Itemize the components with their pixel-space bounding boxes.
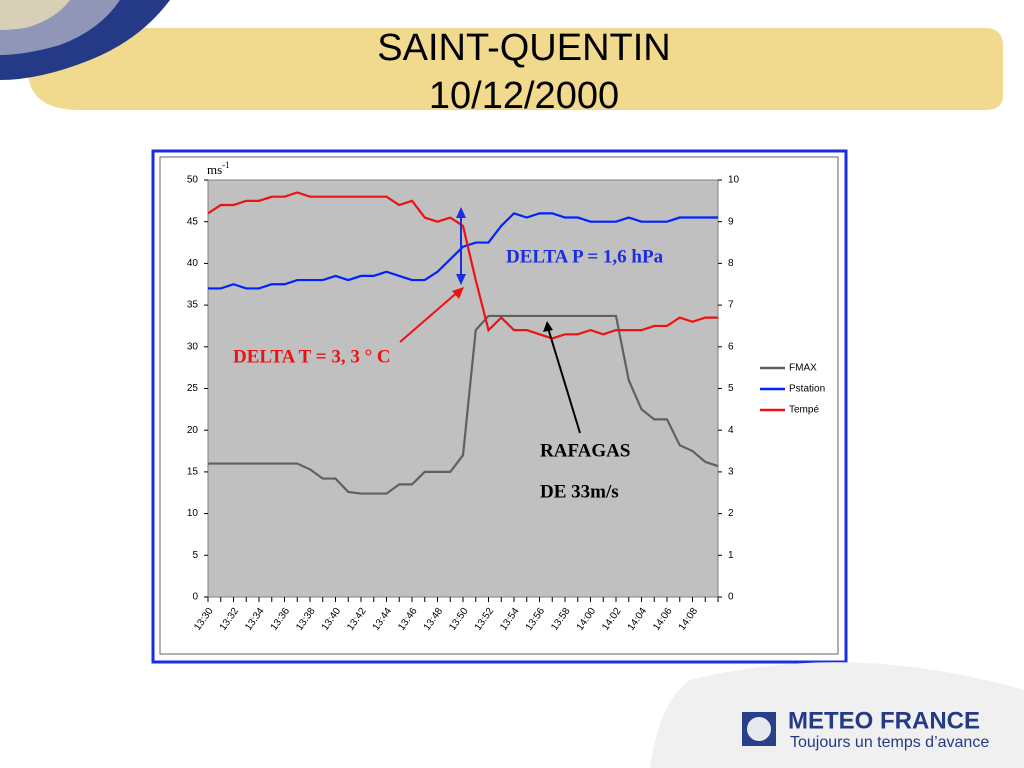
y-tick-label: 35: [187, 300, 199, 311]
series-line: [208, 314, 719, 495]
y2-tick-label: 8: [728, 258, 734, 269]
tagline: Toujours un temps d’avance: [790, 734, 989, 751]
y-axis-label: ms-1: [207, 160, 230, 177]
arrow-head: [452, 287, 464, 299]
subtitle: 10/12/2000: [429, 75, 619, 117]
annotation: RAFAGAS: [540, 440, 630, 461]
arrow: [399, 289, 461, 343]
series-line: [208, 212, 718, 290]
y-tick-label: 10: [187, 508, 199, 519]
y2-tick-label: 10: [728, 175, 740, 186]
brand: METEO FRANCE: [788, 707, 980, 734]
y2-tick-label: 7: [728, 300, 734, 311]
logo: [747, 717, 771, 741]
y-axis-label-exp: -1: [222, 160, 230, 170]
y-tick-label: 45: [187, 216, 199, 227]
swirl: [0, 0, 70, 30]
y2-tick-label: 9: [728, 216, 734, 227]
y-tick-label: 5: [192, 550, 198, 561]
y2-tick-label: 4: [728, 425, 734, 436]
y2-tick-label: 2: [728, 508, 734, 519]
y-axis-label-unit: ms: [207, 162, 222, 177]
annotation: DE 33m/s: [540, 481, 619, 502]
series-line: [207, 191, 718, 340]
y-tick-label: 0: [192, 592, 198, 603]
annotation: DELTA P = 1,6 hPa: [506, 246, 664, 267]
title-banner: [28, 28, 1003, 110]
y-tick-label: 50: [187, 175, 199, 186]
legend-label: FMAX: [789, 363, 817, 374]
y2-tick-label: 5: [728, 383, 734, 394]
y-tick-label: 15: [187, 467, 199, 478]
y2-tick-label: 0: [728, 592, 734, 603]
chart-frame: [151, 149, 848, 664]
y-tick-label: 25: [187, 383, 199, 394]
y2-tick-label: 6: [728, 341, 734, 352]
title: SAINT-QUENTIN: [377, 27, 670, 69]
plot-area: [207, 179, 719, 598]
arrow-head: [543, 321, 553, 332]
y2-tick-label: 1: [728, 550, 734, 561]
y-tick-label: 20: [187, 425, 199, 436]
y-tick-label: 30: [187, 341, 199, 352]
arrow: [547, 327, 581, 434]
legend-label: Pstation: [789, 384, 825, 395]
y-tick-label: 40: [187, 258, 199, 269]
annotation: DELTA T = 3, 3 ° C: [233, 346, 391, 367]
legend-label: Tempé: [789, 405, 819, 416]
y2-tick-label: 3: [728, 467, 734, 478]
